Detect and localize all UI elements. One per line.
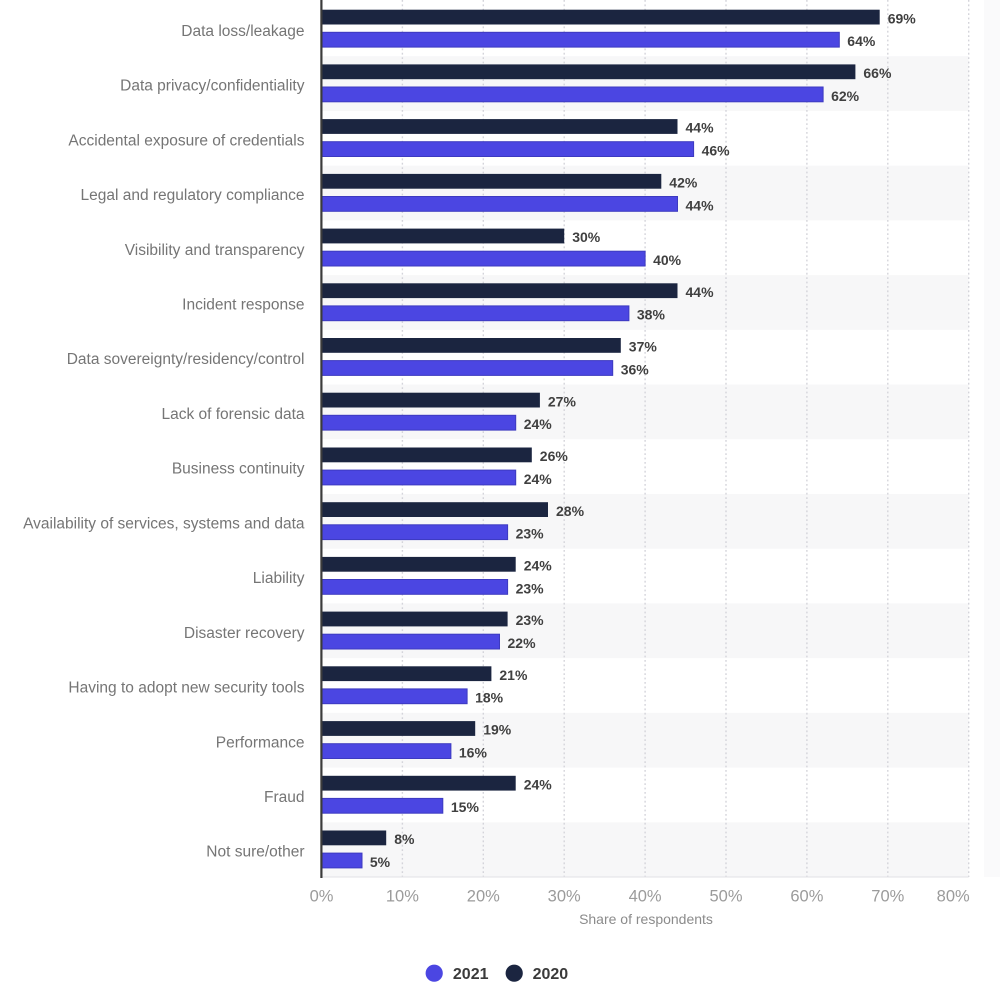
svg-text:26%: 26% — [540, 448, 569, 464]
svg-text:24%: 24% — [524, 558, 553, 574]
svg-text:Disaster recovery: Disaster recovery — [184, 625, 305, 642]
svg-text:40%: 40% — [653, 252, 682, 268]
svg-text:24%: 24% — [524, 416, 553, 432]
svg-text:42%: 42% — [669, 175, 698, 191]
svg-text:64%: 64% — [847, 33, 876, 49]
svg-text:18%: 18% — [475, 690, 504, 706]
svg-text:19%: 19% — [483, 722, 512, 738]
svg-text:0%: 0% — [310, 887, 334, 905]
svg-text:Availability of services, syst: Availability of services, systems and da… — [23, 515, 305, 532]
svg-text:Accidental exposure of credent: Accidental exposure of credentials — [68, 132, 304, 149]
svg-text:62%: 62% — [831, 88, 860, 104]
svg-text:Data privacy/confidentiality: Data privacy/confidentiality — [120, 78, 305, 95]
svg-text:40%: 40% — [629, 887, 662, 905]
svg-text:27%: 27% — [548, 393, 577, 409]
svg-text:23%: 23% — [516, 580, 545, 596]
svg-text:24%: 24% — [524, 776, 553, 792]
svg-text:2021: 2021 — [453, 966, 489, 983]
svg-text:Legal and regulatory complianc: Legal and regulatory compliance — [80, 187, 304, 204]
svg-text:Business continuity: Business continuity — [172, 461, 305, 478]
svg-text:Incident response: Incident response — [182, 297, 304, 314]
svg-text:44%: 44% — [686, 197, 715, 213]
svg-text:30%: 30% — [548, 887, 581, 905]
svg-text:Having to adopt new security t: Having to adopt new security tools — [68, 680, 304, 697]
svg-text:2020: 2020 — [533, 966, 569, 983]
svg-text:60%: 60% — [790, 887, 823, 905]
svg-text:38%: 38% — [637, 307, 666, 323]
svg-text:Not sure/other: Not sure/other — [206, 844, 304, 861]
svg-text:5%: 5% — [370, 854, 391, 870]
svg-text:24%: 24% — [524, 471, 553, 487]
svg-text:37%: 37% — [629, 339, 658, 355]
svg-text:46%: 46% — [702, 143, 731, 159]
svg-text:69%: 69% — [888, 10, 917, 26]
svg-text:36%: 36% — [621, 361, 650, 377]
svg-text:Lack of forensic data: Lack of forensic data — [161, 406, 304, 423]
svg-text:10%: 10% — [386, 887, 419, 905]
svg-text:21%: 21% — [499, 667, 528, 683]
svg-text:Share of respondents: Share of respondents — [579, 911, 713, 927]
svg-text:66%: 66% — [863, 65, 892, 81]
svg-text:70%: 70% — [871, 887, 904, 905]
svg-text:Fraud: Fraud — [264, 789, 305, 806]
svg-text:28%: 28% — [556, 503, 585, 519]
svg-text:Liability: Liability — [253, 570, 305, 587]
svg-text:44%: 44% — [686, 120, 715, 136]
svg-text:Data sovereignty/residency/con: Data sovereignty/residency/control — [67, 351, 305, 368]
svg-text:15%: 15% — [451, 799, 480, 815]
svg-text:8%: 8% — [394, 831, 415, 847]
svg-text:Visibility and transparency: Visibility and transparency — [125, 242, 305, 259]
svg-text:Data loss/leakage: Data loss/leakage — [181, 23, 304, 40]
svg-text:Performance: Performance — [216, 734, 305, 751]
svg-text:16%: 16% — [459, 745, 488, 761]
svg-text:22%: 22% — [508, 635, 537, 651]
svg-text:30%: 30% — [572, 229, 601, 245]
svg-text:23%: 23% — [516, 612, 545, 628]
svg-text:20%: 20% — [467, 887, 500, 905]
svg-text:23%: 23% — [516, 526, 545, 542]
svg-text:80%: 80% — [937, 887, 970, 905]
svg-text:44%: 44% — [686, 284, 715, 300]
svg-text:50%: 50% — [709, 887, 742, 905]
